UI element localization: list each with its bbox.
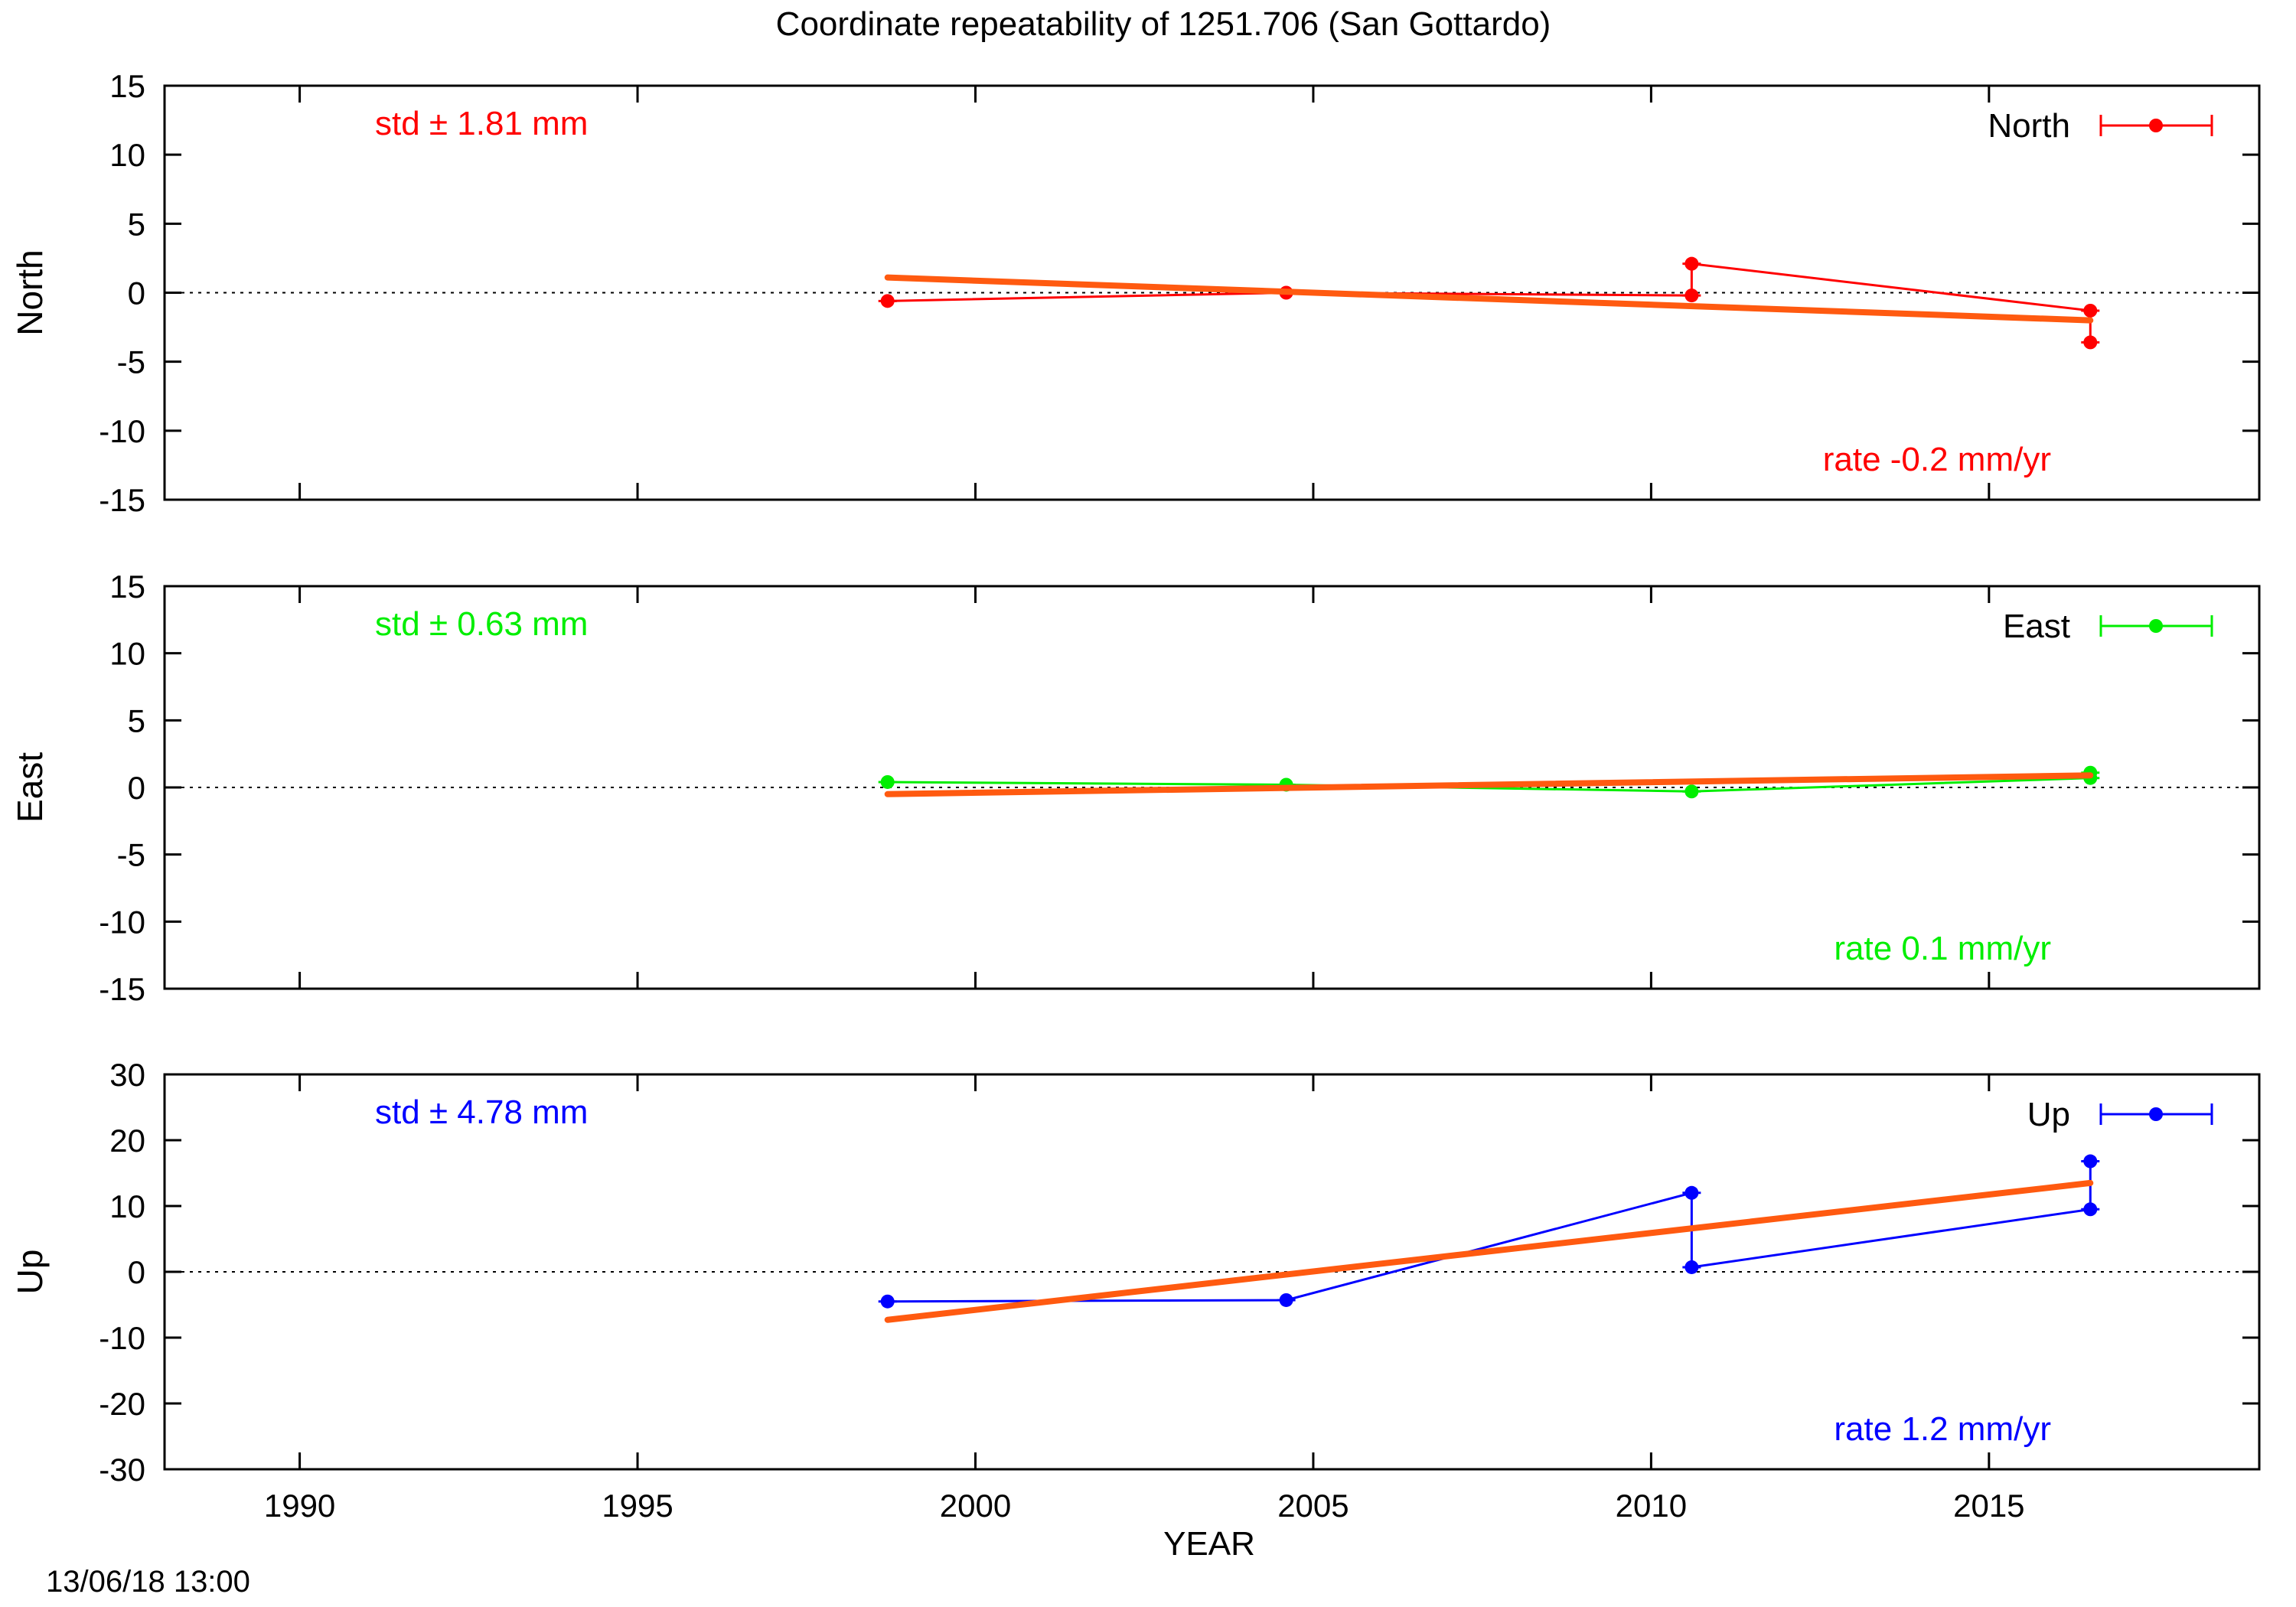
north-series-line — [887, 262, 2092, 343]
up-ytick-label: 20 — [109, 1123, 145, 1159]
east-ytick-label: 10 — [109, 636, 145, 672]
up-ytick-label: -10 — [99, 1320, 145, 1356]
north-ytick-label: -5 — [117, 344, 145, 380]
east-std-label: std ± 0.63 mm — [375, 605, 588, 643]
xtick-label: 2010 — [1616, 1488, 1687, 1524]
east-panel: -15 -10 -5 0 5 10 15 East std ± 0.63 mm rate 0.1 … — [10, 569, 2261, 1007]
east-ytick-label: -5 — [117, 837, 145, 873]
up-series-line — [887, 1161, 2092, 1303]
xtick-label: 2015 — [1953, 1488, 2024, 1524]
up-y-axis-label: Up — [10, 1250, 50, 1295]
north-rate-label: rate -0.2 mm/yr — [1823, 441, 2051, 478]
up-ytick-label: 0 — [128, 1254, 145, 1290]
up-ytick-label: -30 — [99, 1452, 145, 1488]
east-ytick-label: 5 — [128, 702, 145, 738]
east-ytick-label: -10 — [99, 904, 145, 940]
xtick-label: 2005 — [1277, 1488, 1349, 1524]
north-legend-marker — [2149, 119, 2163, 132]
east-legend-label: East — [2003, 608, 2070, 645]
up-ytick-label: 10 — [109, 1188, 145, 1224]
north-panel: -15 -10 -5 0 5 10 15 North std ± 1.81 mm rate -0.… — [10, 68, 2261, 518]
east-rate-label: rate 0.1 mm/yr — [1834, 930, 2051, 967]
east-ytick-label: 15 — [109, 569, 145, 605]
east-y-axis-label: East — [10, 752, 50, 823]
figure-title: Coordinate repeatability of 1251.706 (Sa… — [776, 5, 1551, 43]
up-std-label: std ± 4.78 mm — [375, 1094, 588, 1131]
north-ytick-label: -15 — [99, 482, 145, 518]
north-ytick-label: -10 — [99, 413, 145, 449]
up-ytick-label: 30 — [109, 1057, 145, 1093]
north-y-axis-label: North — [10, 249, 50, 335]
timestamp: 13/06/18 13:00 — [46, 1565, 250, 1599]
north-fit-line — [884, 274, 2094, 324]
north-ytick-label: 10 — [109, 137, 145, 173]
up-legend-label: Up — [2027, 1096, 2070, 1133]
up-ytick-label: -20 — [99, 1386, 145, 1422]
east-legend-marker — [2149, 619, 2163, 633]
north-legend-label: North — [1988, 107, 2070, 145]
up-panel: -30 -20 -10 0 10 20 30 1990 1995 2000 2005 2010 2015… — [10, 1057, 2261, 1524]
north-ytick-label: 0 — [128, 275, 145, 311]
panels: -15 -10 -5 0 5 10 15 North std ± 1.81 mm rate -0.… — [10, 68, 2261, 1524]
north-ytick-label: 15 — [109, 68, 145, 104]
north-ytick-label: 5 — [128, 206, 145, 242]
xtick-label: 2000 — [940, 1488, 1011, 1524]
up-fit-line — [884, 1179, 2094, 1323]
east-fit-line — [884, 772, 2094, 797]
up-legend-marker — [2149, 1107, 2163, 1121]
x-axis-label: YEAR — [1163, 1525, 1255, 1563]
east-ytick-label: 0 — [128, 770, 145, 806]
xtick-label: 1995 — [602, 1488, 673, 1524]
xtick-label: 1990 — [264, 1488, 335, 1524]
east-ytick-label: -15 — [99, 971, 145, 1007]
up-rate-label: rate 1.2 mm/yr — [1834, 1410, 2051, 1448]
north-std-label: std ± 1.81 mm — [375, 105, 588, 142]
